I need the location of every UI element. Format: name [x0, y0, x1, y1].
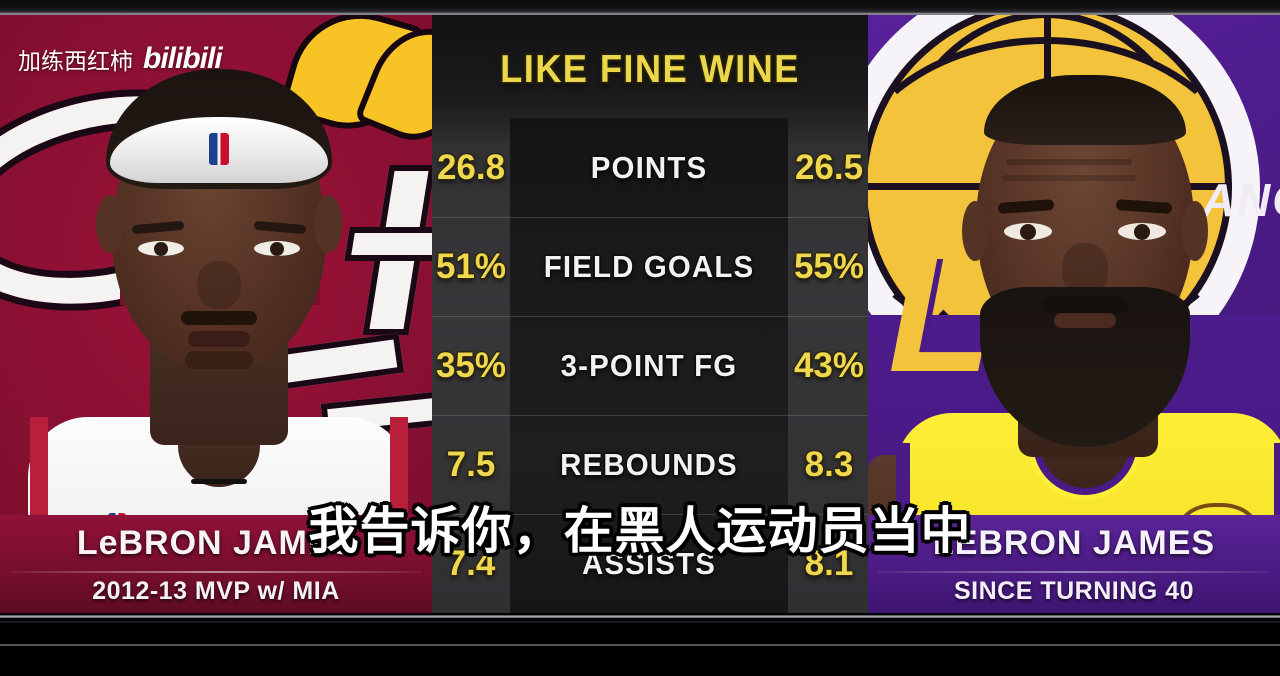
stat-right-value: 26.5	[794, 147, 864, 187]
stat-row: 35% 3-POINT FG 43%	[432, 316, 868, 415]
stat-left-value: 26.8	[436, 147, 506, 187]
stat-row: 26.8 POINTS 26.5	[432, 118, 868, 217]
stat-row: 7.4 ASSISTS 8.1	[432, 514, 868, 613]
video-subtitle-caption: 我告诉你，在黑人运动员当中	[308, 503, 972, 559]
left-player-name: LeBRON JAMES	[76, 524, 356, 562]
stat-right-value: 8.1	[804, 543, 854, 583]
stat-label: REBOUNDS	[560, 446, 738, 482]
watermark-username: 加练西红柿	[18, 48, 133, 74]
right-player-nameplate: LEBRON JAMES SINCE TURNING 40	[868, 515, 1280, 613]
stat-label: 3-POINT FG	[560, 347, 738, 383]
left-player-nameplate: LeBRON JAMES 2012-13 MVP w/ MIA	[0, 515, 432, 613]
stat-right-value: 8.3	[804, 444, 854, 484]
right-player-panel: ANG LA bibigo 비비고	[868, 15, 1280, 613]
stat-left-value: 51%	[435, 246, 507, 286]
right-player-name: LEBRON JAMES	[932, 524, 1216, 562]
lakers-wordmark-los-angeles: ANG	[1201, 174, 1280, 226]
nameplate-divider	[878, 571, 1270, 573]
channel-watermark: 加练西红柿 bilibili	[18, 42, 223, 76]
right-player-subtitle: SINCE TURNING 40	[954, 577, 1194, 605]
stat-label: ASSISTS	[581, 545, 716, 581]
stat-row: 7.5 REBOUNDS 8.3	[432, 415, 868, 514]
bilibili-logo-icon: bilibili	[143, 42, 223, 75]
stat-left-value: 7.4	[446, 543, 496, 583]
stats-rows: 26.8 POINTS 26.5 51% FIELD GOALS 55% 35%…	[432, 118, 868, 613]
nba-logo-headband-icon	[209, 133, 229, 165]
stat-label: FIELD GOALS	[543, 248, 755, 284]
nameplate-divider	[10, 571, 422, 573]
letterbox-top	[0, 0, 1280, 15]
stats-panel-title: LIKE FINE WINE	[500, 48, 800, 91]
stat-label: POINTS	[590, 149, 708, 185]
stats-label-column	[510, 118, 788, 613]
stat-right-value: 55%	[793, 246, 865, 286]
stat-left-value: 35%	[435, 345, 507, 385]
stat-row: 51% FIELD GOALS 55%	[432, 217, 868, 316]
stats-comparison-panel: LIKE FINE WINE 26.8 POINTS 26.5 51% FIEL…	[432, 15, 868, 613]
letterbox-bottom	[0, 613, 1280, 676]
left-player-portrait	[28, 45, 408, 613]
left-player-panel: LeBRON JAMES 2012-13 MVP w/ MIA	[0, 15, 432, 613]
stat-left-value: 7.5	[446, 444, 496, 484]
stat-right-value: 43%	[793, 345, 865, 385]
left-player-subtitle: 2012-13 MVP w/ MIA	[92, 577, 340, 605]
video-content: LeBRON JAMES 2012-13 MVP w/ MIA LIKE FIN…	[0, 15, 1280, 613]
